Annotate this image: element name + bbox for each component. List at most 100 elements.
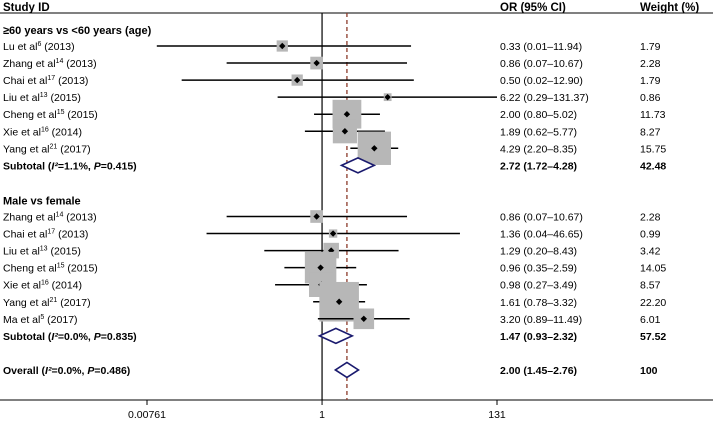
group-title: ≥60 years vs <60 years (age) [3,25,152,37]
stat-part: P [94,331,102,343]
study-ref: 5 [40,314,44,321]
study-author: Cheng et al [3,109,57,121]
subtotal-label: Subtotal (I²=1.1%, P=0.415) [3,160,137,172]
study-ci-text: 0.96 (0.35–2.59) [500,263,577,275]
study-weight: 8.57 [640,280,661,292]
stat-part: =0.415) [101,160,137,172]
group-title: Male vs female [3,196,81,208]
study-year: (2014) [49,280,82,292]
study-ci-text: 0.86 (0.07–10.67) [500,58,583,70]
stat-part: Subtotal ( [3,160,52,172]
study-weight: 2.28 [640,212,661,224]
study-year: (2015) [48,246,81,258]
subtotal-diamond [317,327,355,345]
study-ci-text: 0.98 (0.27–3.49) [500,280,577,292]
study-weight: 0.99 [640,229,661,241]
study-ref: 17 [47,75,55,82]
point-estimate [341,128,349,135]
study-year: (2013) [63,58,96,70]
study-label: Xie et al16 (2014) [3,126,82,138]
stat-part: P [94,160,102,172]
study-label: Zhang et al14 (2013) [3,58,97,70]
study-year: (2013) [55,75,88,87]
stat-part: I² [51,331,58,343]
study-ci-text: 4.29 (2.20–8.35) [500,143,577,155]
study-ref: 17 [47,229,55,236]
study-ref: 21 [50,297,58,304]
study-ref: 15 [57,109,65,116]
stat-part: =0.486) [94,365,130,377]
study-author: Xie et al [3,126,41,138]
study-ci-text: 1.61 (0.78–3.32) [500,297,577,309]
study-ci-text: 1.36 (0.04–46.65) [500,229,583,241]
study-ci-text: 3.20 (0.89–11.49) [500,314,582,326]
point-estimate [313,59,320,67]
study-year: (2013) [63,212,96,224]
stat-part: =0.0%, [51,365,87,377]
study-ref: 13 [40,92,48,99]
study-author: Liu et al [3,246,40,258]
study-label: Yang et al21 (2017) [3,297,91,309]
study-weight: 22.20 [640,297,666,309]
subtotal-weight: 57.52 [640,331,666,343]
study-author: Yang et al [3,297,50,309]
study-label: Xie et al16 (2014) [3,280,82,292]
study-weight: 14.05 [640,263,666,275]
study-ci-text: 0.86 (0.07–10.67) [500,212,583,224]
study-year: (2014) [49,126,82,138]
study-label: Chai et al17 (2013) [3,75,88,87]
study-author: Xie et al [3,280,41,292]
subtotal-label: Subtotal (I²=0.0%, P=0.835) [3,331,137,343]
point-estimate [335,298,343,305]
study-author: Ma et al [3,314,40,326]
study-weight: 1.79 [640,75,661,87]
header-study-id: Study ID [3,2,50,14]
point-estimate [343,111,351,118]
point-estimate [329,230,337,237]
overall-diamond [333,361,360,379]
study-weight: 1.79 [640,41,661,53]
point-estimate [371,145,378,152]
study-weight: 6.01 [640,314,661,326]
study-ref: 15 [57,263,65,270]
study-label: Liu et al13 (2015) [3,92,81,104]
study-author: Cheng et al [3,263,57,275]
subtotal-weight: 42.48 [640,160,666,172]
study-ref: 14 [56,212,64,219]
stat-part: =1.1%, [58,160,94,172]
x-tick-label: 131 [488,409,506,421]
study-ci-text: 1.89 (0.62–5.77) [500,126,577,138]
study-year: (2017) [57,143,90,155]
subtotal-ci-text: 1.47 (0.93–2.32) [500,331,577,343]
stat-part: =0.0%, [58,331,94,343]
study-author: Yang et al [3,143,50,155]
x-tick-label: 1 [319,409,325,421]
study-weight: 2.28 [640,58,661,70]
study-weight: 3.42 [640,246,661,258]
study-year: (2015) [48,92,81,104]
header-or-ci: OR (95% CI) [500,2,566,14]
study-ref: 13 [40,246,48,253]
study-label: Zhang et al14 (2013) [3,212,97,224]
study-author: Chai et al [3,75,47,87]
study-year: (2015) [65,109,98,121]
subtotal-ci-text: 2.72 (1.72–4.28) [500,160,577,172]
stat-part: I² [51,160,58,172]
point-estimate [360,315,367,322]
study-ci-text: 0.33 (0.01–11.94) [500,41,582,53]
study-author: Zhang et al [3,58,56,70]
study-author: Chai et al [3,229,47,241]
point-estimate [279,42,286,50]
study-ref: 6 [37,41,41,48]
study-year: (2015) [65,263,98,275]
study-ref: 14 [56,58,64,65]
stat-part: P [87,365,95,377]
study-author: Zhang et al [3,212,56,224]
study-label: Cheng et al15 (2015) [3,263,98,275]
study-ref: 16 [41,280,49,287]
study-label: Ma et al5 (2017) [3,314,78,326]
study-author: Liu et al [3,92,40,104]
study-ci-text: 2.00 (0.80–5.02) [500,109,577,121]
stat-part: Overall ( [3,365,46,377]
